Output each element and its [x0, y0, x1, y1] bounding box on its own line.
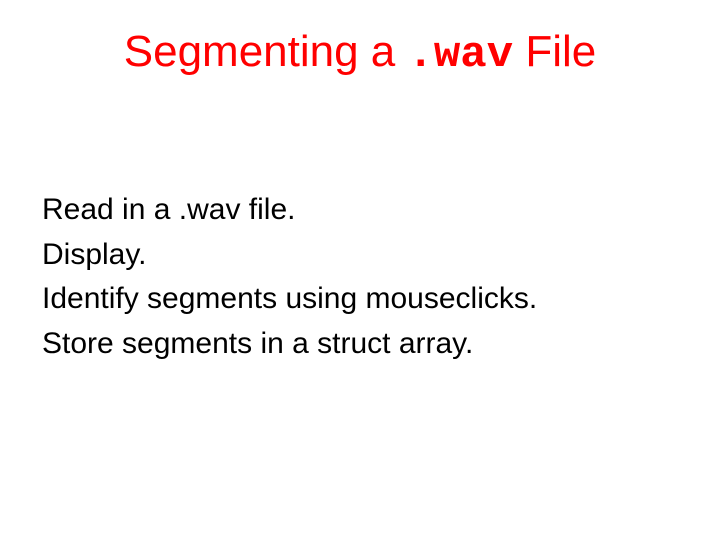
slide-title: Segmenting a .wav File: [0, 28, 720, 79]
body-line: Display.: [42, 235, 678, 276]
title-suffix: File: [513, 27, 596, 76]
body-line: Identify segments using mouseclicks.: [42, 279, 678, 320]
slide-body: Read in a .wav file. Display. Identify s…: [42, 190, 678, 368]
title-prefix: Segmenting a: [124, 27, 408, 76]
body-line: Read in a .wav file.: [42, 190, 678, 231]
title-mono: .wav: [408, 30, 514, 80]
body-line: Store segments in a struct array.: [42, 324, 678, 365]
slide: Segmenting a .wav File Read in a .wav fi…: [0, 0, 720, 540]
